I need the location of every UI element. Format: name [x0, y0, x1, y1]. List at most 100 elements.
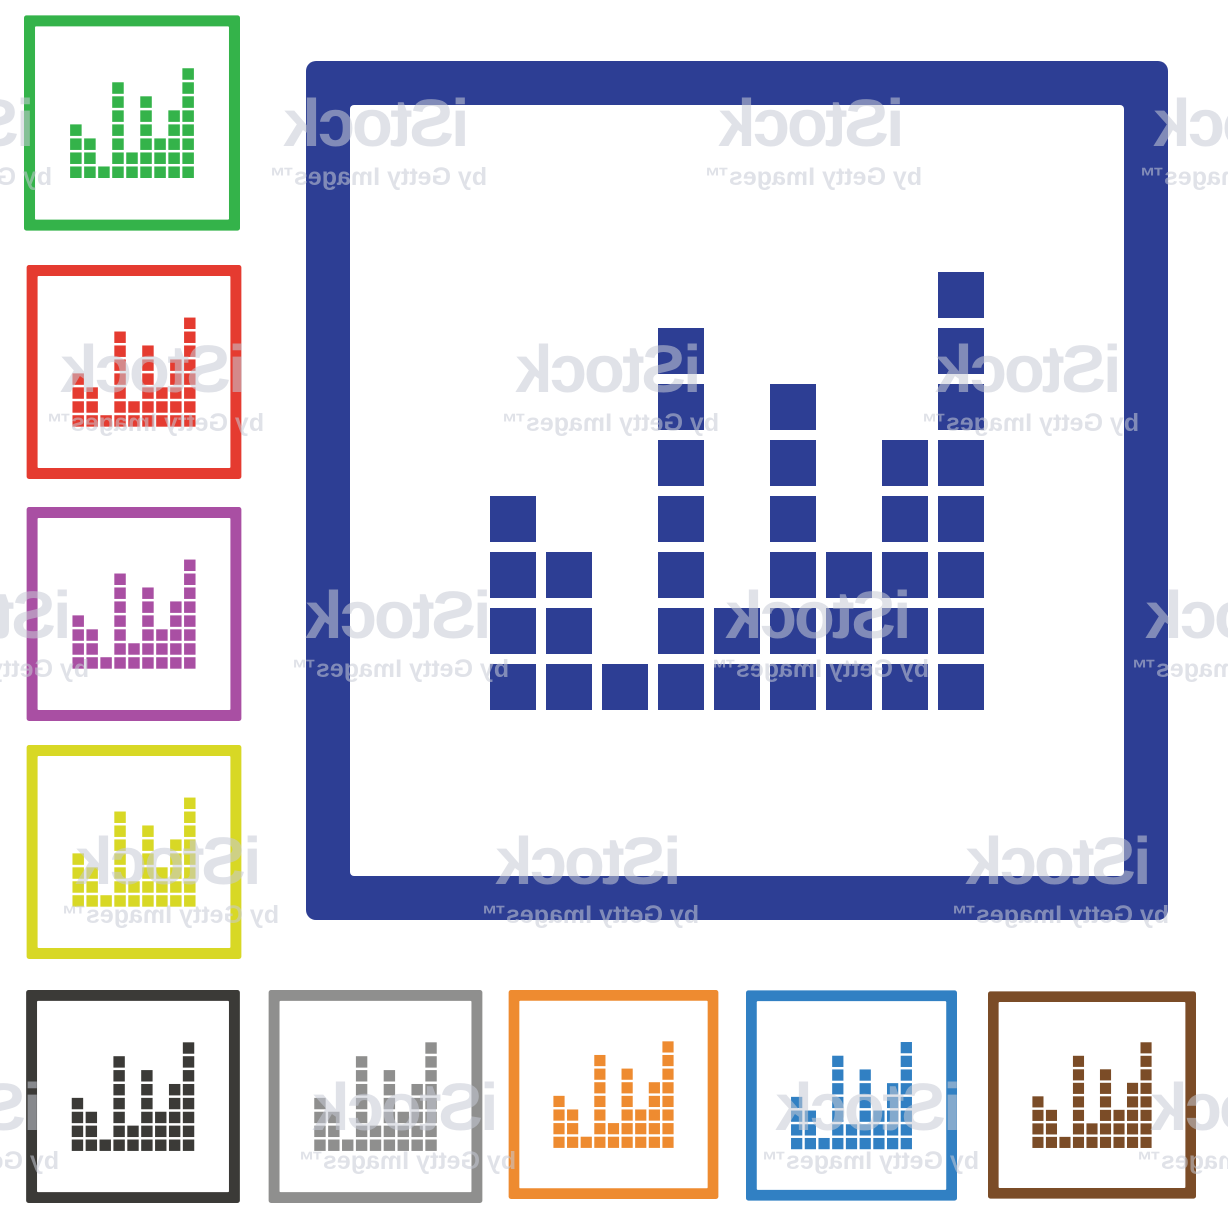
equalizer-square	[621, 1123, 633, 1135]
equalizer-square	[355, 1125, 368, 1138]
equalizer-square	[770, 440, 816, 486]
equalizer-square	[140, 138, 152, 150]
equalizer-square	[114, 811, 126, 823]
equalizer-square	[328, 1125, 340, 1138]
equalizer-square	[184, 331, 196, 343]
equalizer-square	[184, 401, 196, 413]
equalizer-square	[397, 1125, 409, 1138]
equalizer-square	[546, 664, 592, 710]
equalizer-square	[383, 1139, 396, 1151]
icon-frame-inner	[998, 1001, 1186, 1189]
equalizer-square	[1140, 1109, 1152, 1121]
equalizer-square	[86, 867, 98, 879]
equalizer-square	[184, 615, 196, 627]
equalizer-square	[100, 895, 112, 907]
sound-bars-icon-black	[26, 990, 240, 1203]
equalizer-square	[882, 608, 928, 654]
equalizer-square	[770, 384, 816, 430]
equalizer-square	[1032, 1123, 1044, 1135]
equalizer-square	[658, 608, 704, 654]
equalizer-square	[72, 401, 84, 413]
equalizer-square	[128, 415, 140, 427]
equalizer-square	[168, 1111, 181, 1124]
equalizer-square	[1140, 1069, 1152, 1081]
equalizer-square	[114, 587, 126, 599]
equalizer-square	[594, 1136, 606, 1148]
equalizer-square	[567, 1109, 579, 1121]
equalizer-square	[140, 110, 152, 122]
equalizer-square	[184, 373, 196, 385]
equalizer-square	[142, 601, 154, 613]
equalizer-square	[156, 657, 168, 669]
equalizer-square	[411, 1097, 423, 1110]
equalizer-square	[369, 1125, 382, 1138]
equalizer-square	[113, 1070, 125, 1082]
equalizer-square	[580, 1136, 592, 1148]
equalizer-square	[826, 664, 872, 710]
equalizer-square	[1032, 1096, 1044, 1108]
equalizer-square	[845, 1137, 858, 1150]
sound-bars-icon-purple	[26, 507, 242, 721]
equalizer-square	[791, 1096, 803, 1109]
equalizer-square	[112, 124, 124, 136]
equalizer-square	[938, 328, 984, 374]
equalizer-square	[72, 657, 84, 669]
equalizer-square	[490, 552, 536, 598]
equalizer-square	[170, 615, 182, 627]
equalizer-square	[184, 895, 196, 907]
equalizer-square	[425, 1111, 437, 1124]
equalizer-square	[113, 1056, 125, 1068]
equalizer-square	[1072, 1109, 1085, 1121]
equalizer-square	[170, 629, 182, 641]
equalizer-square	[832, 1069, 844, 1081]
equalizer-square	[886, 1137, 899, 1150]
equalizer-square	[86, 881, 98, 893]
equalizer-square	[142, 401, 154, 413]
equalizer-square	[184, 345, 196, 357]
equalizer-square	[818, 1137, 830, 1150]
equalizer-square	[112, 96, 124, 108]
equalizer-square	[369, 1139, 382, 1151]
equalizer-square	[184, 601, 196, 613]
equalizer-square	[1032, 1136, 1044, 1148]
equalizer-square	[84, 152, 96, 164]
equalizer-square	[662, 1068, 674, 1080]
equalizer-square	[1140, 1123, 1152, 1135]
equalizer-square	[114, 881, 126, 893]
sound-bars-icon-red	[26, 265, 242, 479]
equalizer-square	[882, 496, 928, 542]
equalizer-square	[425, 1083, 437, 1096]
icon-frame-inner	[519, 1000, 708, 1189]
equalizer-square	[168, 1097, 181, 1110]
equalizer-square	[127, 1139, 139, 1151]
icon-frame-inner	[279, 1000, 472, 1193]
equalizer-square	[425, 1042, 437, 1054]
sound-bars-icon-yellow	[26, 745, 242, 959]
equalizer-square	[355, 1056, 368, 1068]
equalizer-square	[182, 1083, 195, 1096]
equalizer-square	[770, 552, 816, 598]
sound-bars-icon-gray	[268, 990, 483, 1203]
equalizer-square	[100, 657, 112, 669]
equalizer-square	[142, 867, 154, 879]
equalizer-square	[621, 1068, 633, 1080]
equalizer-square	[182, 1125, 195, 1138]
equalizer-square	[114, 825, 126, 837]
equalizer-square	[658, 328, 704, 374]
equalizer-square	[142, 839, 154, 851]
equalizer-square	[567, 1123, 579, 1135]
equalizer-square	[142, 881, 154, 893]
equalizer-square	[114, 657, 126, 669]
equalizer-square	[182, 166, 194, 179]
equalizer-square	[662, 1109, 674, 1121]
equalizer-square	[86, 657, 98, 669]
equalizer-square	[156, 643, 168, 655]
equalizer-square	[938, 496, 984, 542]
equalizer-square	[938, 272, 984, 318]
equalizer-square	[71, 1111, 84, 1124]
equalizer-square	[184, 643, 196, 655]
equalizer-square	[383, 1070, 396, 1082]
equalizer-square	[859, 1069, 871, 1081]
equalizer-square	[156, 415, 168, 427]
